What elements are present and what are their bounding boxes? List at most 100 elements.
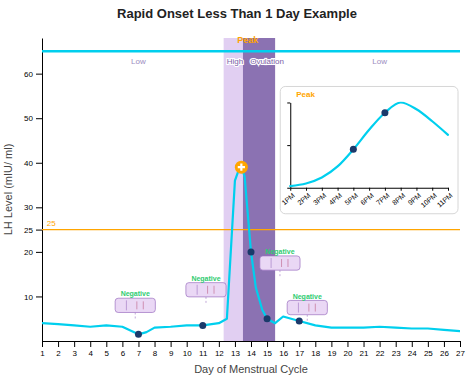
test-box-line <box>308 304 309 312</box>
y-tick-mark <box>36 296 42 297</box>
inset-peak-label: Peak <box>296 90 315 99</box>
inset-x-tick: 2PM <box>296 188 312 207</box>
x-tick-mark <box>90 341 91 347</box>
x-tick: 11 <box>199 341 208 358</box>
x-tick-label: 24 <box>408 349 417 358</box>
x-tick-mark <box>299 341 300 347</box>
inset-x-tick-mark <box>338 188 339 191</box>
y-tick: 50 <box>24 114 42 123</box>
inset-x-tick: 4PM <box>328 188 344 207</box>
x-tick: 17 <box>295 341 304 358</box>
inset-y-axis-line <box>290 103 291 188</box>
x-tick-label: 20 <box>344 349 353 358</box>
x-tick: 21 <box>360 341 369 358</box>
dot <box>264 315 271 322</box>
inset: 1PM2PM3PM4PM5PM6PM7PM8PM9PM10PM11PM Peak <box>280 86 458 213</box>
x-tick-label: 17 <box>295 349 304 358</box>
inset-x-tick-label: 7PM <box>375 192 391 207</box>
inset-x-tick: 3PM <box>312 188 328 207</box>
inset-marks <box>290 102 448 186</box>
x-tick-label: 2 <box>56 349 61 358</box>
dot <box>199 322 206 329</box>
x-tick-label: 11 <box>199 349 208 358</box>
inset-x-tick: 7PM <box>375 188 391 207</box>
x-tick: 7 <box>137 341 142 358</box>
test-box-connector <box>205 297 206 304</box>
x-tick-label: 15 <box>263 349 272 358</box>
x-tick-mark <box>251 341 252 347</box>
x-tick: 12 <box>215 341 224 358</box>
test-box-line <box>207 286 208 294</box>
y-tick: 25 <box>24 226 42 235</box>
zone-label: High <box>227 57 243 66</box>
inset-frame <box>280 86 458 213</box>
test-box <box>260 256 300 270</box>
inset-x-tick-mark <box>353 188 354 191</box>
x-tick-label: 18 <box>311 349 320 358</box>
x-tick-mark <box>444 341 445 347</box>
test-box-line <box>214 286 215 294</box>
inset-plot: 1PM2PM3PM4PM5PM6PM7PM8PM9PM10PM11PM <box>280 102 453 208</box>
inset-x-tick-mark <box>322 188 323 191</box>
test-box <box>115 298 155 312</box>
x-tick-label: 7 <box>137 349 142 358</box>
x-tick-mark <box>171 341 172 347</box>
x-tick-label: 25 <box>424 349 433 358</box>
peak-marker <box>235 161 248 174</box>
inset-y-tick <box>287 145 290 146</box>
y-tick-label: 40 <box>24 159 33 168</box>
inset-x-tick: 5PM <box>343 188 359 207</box>
x-tick-label: 16 <box>279 349 288 358</box>
inset-y-tick-mark <box>287 145 290 146</box>
x-tick-label: 3 <box>72 349 77 358</box>
inset-y-tick <box>287 188 290 189</box>
inset-x-tick-label: 10PM <box>419 192 438 209</box>
x-tick: 6 <box>121 341 126 358</box>
y-tick-mark <box>36 74 42 75</box>
x-axis-title: Day of Menstrual Cycle <box>194 363 308 375</box>
x-tick: 26 <box>440 341 449 358</box>
x-tick: 4 <box>89 341 94 358</box>
reference-line <box>42 50 460 53</box>
y-tick-label: 25 <box>24 226 33 235</box>
x-tick-label: 5 <box>105 349 110 358</box>
test-box-connector <box>279 270 280 277</box>
x-tick-mark <box>187 341 188 347</box>
x-tick-label: 6 <box>121 349 126 358</box>
x-tick-label: 21 <box>360 349 369 358</box>
lh-line <box>290 102 448 186</box>
y-axis: 10202530405060 <box>24 39 42 342</box>
x-tick-label: 1 <box>40 349 45 358</box>
x-tick: 16 <box>279 341 288 358</box>
x-tick-mark <box>106 341 107 347</box>
x-tick-mark <box>203 341 204 347</box>
inset-x-tick-mark <box>416 188 417 191</box>
x-tick-mark <box>267 341 268 347</box>
plus-icon <box>238 164 245 171</box>
y-tick-mark <box>36 230 42 231</box>
dot <box>350 146 357 153</box>
title: Rapid Onset Less Than 1 Day Example <box>117 6 357 21</box>
x-tick-mark <box>235 341 236 347</box>
inset-x-tick-label: 11PM <box>436 192 454 209</box>
x-tick: 14 <box>247 341 256 358</box>
test-box-line <box>143 301 144 309</box>
test-box-line <box>287 259 288 267</box>
x-tick-mark <box>122 341 123 347</box>
x-tick-label: 10 <box>183 349 192 358</box>
x-tick: 9 <box>169 341 174 358</box>
inset-x-tick-label: 1PM <box>280 192 296 207</box>
x-tick-mark <box>219 341 220 347</box>
inset-y-tick <box>287 102 290 103</box>
test-box-divider <box>197 285 198 295</box>
inset-x-tick-mark <box>369 188 370 191</box>
x-tick: 5 <box>105 341 110 358</box>
inset-x-tick: 10PM <box>419 188 438 209</box>
test-box-label: Negative <box>293 293 322 301</box>
inset-x-tick-label: 6PM <box>359 192 375 207</box>
x-tick-label: 26 <box>440 349 449 358</box>
x-tick: 22 <box>376 341 385 358</box>
x-tick-label: 14 <box>247 349 256 358</box>
inset-x-tick-mark <box>385 188 386 191</box>
inset-y-tick-mark <box>287 188 290 189</box>
